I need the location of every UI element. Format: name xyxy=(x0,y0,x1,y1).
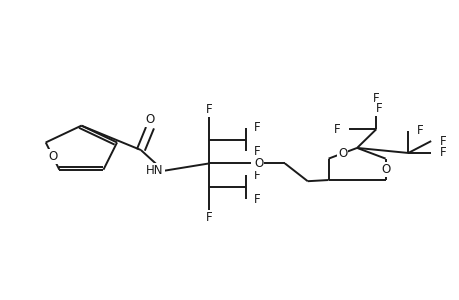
Text: O: O xyxy=(254,157,263,170)
Text: F: F xyxy=(438,135,445,148)
Text: F: F xyxy=(254,121,260,134)
Text: O: O xyxy=(380,163,389,176)
Text: F: F xyxy=(254,145,260,158)
Text: O: O xyxy=(145,113,154,126)
Text: O: O xyxy=(337,147,347,160)
Text: F: F xyxy=(254,193,260,206)
Text: O: O xyxy=(48,150,57,163)
Text: F: F xyxy=(206,103,212,116)
Text: F: F xyxy=(372,92,379,105)
Text: F: F xyxy=(333,123,340,136)
Text: F: F xyxy=(254,169,260,182)
Text: HN: HN xyxy=(146,164,163,177)
Text: F: F xyxy=(438,146,445,160)
Text: F: F xyxy=(206,211,212,224)
Text: F: F xyxy=(375,102,382,115)
Text: F: F xyxy=(416,124,422,137)
